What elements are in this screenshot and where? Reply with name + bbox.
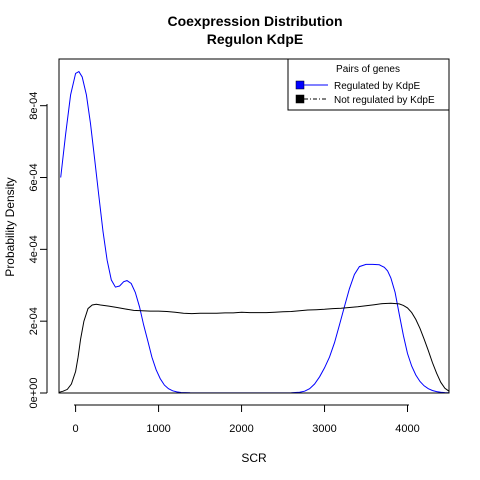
y-tick-label: 4e-04 <box>28 235 40 263</box>
legend-swatch-regulated <box>295 80 305 90</box>
chart-subtitle: Regulon KdpE <box>207 31 303 47</box>
series-lines <box>58 70 450 394</box>
legend-entry-regulated: Regulated by KdpE <box>334 81 421 92</box>
plot-box <box>58 58 450 394</box>
legend-title: Pairs of genes <box>336 64 400 75</box>
x-tick-label: 4000 <box>395 423 419 435</box>
y-tick-label: 2e-04 <box>28 307 40 335</box>
x-axis-ticks: 0 1000 2000 3000 4000 <box>73 405 420 435</box>
legend-swatch-not-regulated <box>295 94 305 104</box>
y-tick-label: 6e-04 <box>28 163 40 191</box>
x-tick-label: 1000 <box>146 423 170 435</box>
series-line-not-regulated <box>58 302 450 393</box>
y-axis-ticks: 0e+00 2e-04 4e-04 6e-04 8e-04 <box>28 92 47 409</box>
y-tick-label: 0e+00 <box>28 378 40 409</box>
x-tick-label: 2000 <box>229 423 253 435</box>
x-tick-label: 3000 <box>312 423 336 435</box>
y-axis-label: Probability Density <box>3 177 17 276</box>
y-tick-label: 8e-04 <box>28 92 40 120</box>
legend: Pairs of genes Regulated by KdpE Not reg… <box>287 58 450 111</box>
x-axis-label: SCR <box>241 451 267 465</box>
legend-entry-not-regulated: Not regulated by KdpE <box>334 95 435 106</box>
chart-title: Coexpression Distribution <box>167 13 342 29</box>
series-line-regulated <box>60 70 450 394</box>
x-tick-label: 0 <box>73 423 79 435</box>
